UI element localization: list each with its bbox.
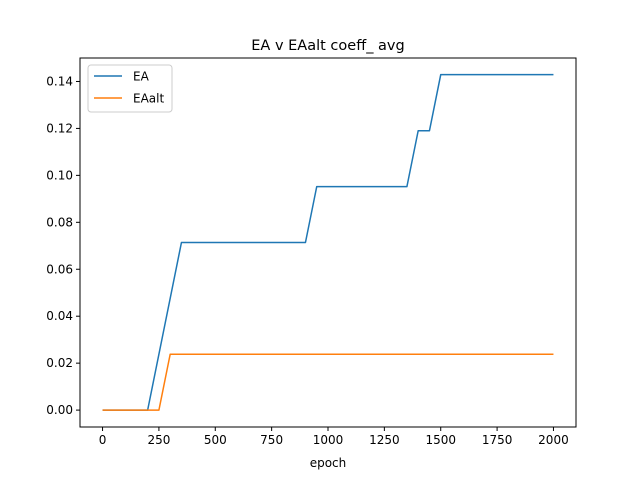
x-tick-label: 750: [260, 433, 283, 447]
legend-label-eaalt: EAalt: [133, 92, 164, 106]
y-tick-label: 0.04: [46, 309, 73, 323]
series-line-eaalt: [102, 353, 554, 411]
y-tick-label: 0.00: [46, 403, 73, 417]
series-line-ea: [102, 73, 554, 411]
chart-title: EA v EAalt coeff_ avg: [251, 38, 404, 54]
y-tick-label: 0.14: [46, 74, 73, 88]
y-axis: 0.00 0.02 0.04 0.06 0.08 0.10 0.12 0.14: [46, 74, 80, 417]
y-tick-label: 0.10: [46, 168, 73, 182]
x-tick-label: 2000: [538, 433, 569, 447]
legend-label-ea: EA: [133, 70, 150, 84]
x-tick-label: 1000: [313, 433, 344, 447]
x-tick-label: 1500: [425, 433, 456, 447]
y-tick-label: 0.06: [46, 262, 73, 276]
x-tick-label: 1250: [369, 433, 400, 447]
legend: EA EAalt: [87, 64, 173, 113]
y-tick-label: 0.02: [46, 356, 73, 370]
x-axis: 0 250 500 750 1000 1250 1500 1750 2000: [99, 427, 569, 447]
x-tick-label: 0: [99, 433, 107, 447]
y-tick-label: 0.08: [46, 215, 73, 229]
y-tick-label: 0.12: [46, 121, 73, 135]
x-tick-label: 500: [204, 433, 227, 447]
x-axis-label: epoch: [310, 456, 347, 470]
series-layer: [102, 73, 554, 411]
x-tick-label: 1750: [482, 433, 513, 447]
plot-frame: [79, 57, 577, 428]
x-tick-label: 250: [147, 433, 170, 447]
